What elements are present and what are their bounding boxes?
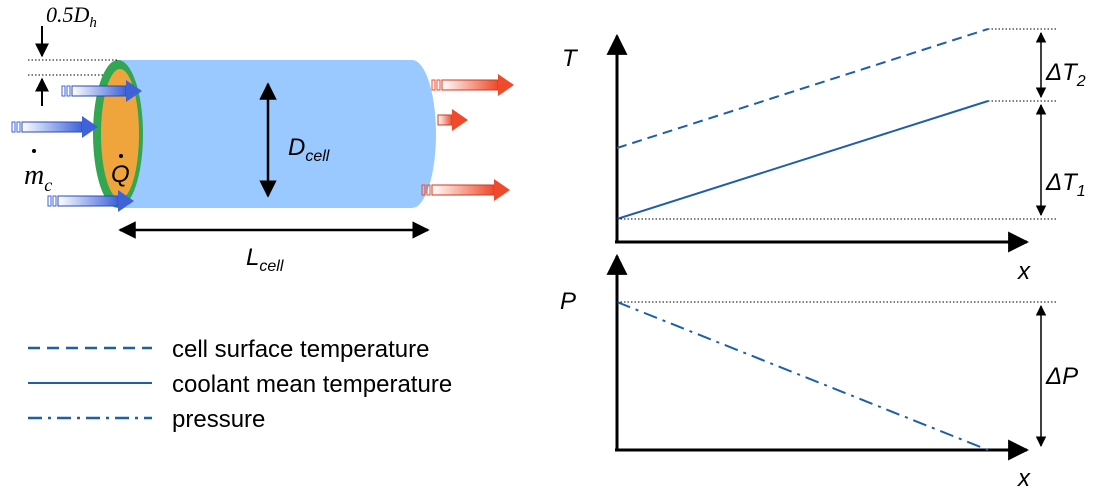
flow-label: mc <box>24 160 52 195</box>
diameter-label: Dcell <box>288 134 330 165</box>
heat-dot <box>119 154 123 158</box>
delta-p-label: ΔP <box>1045 363 1078 390</box>
outlet-arrow <box>431 74 514 96</box>
legend: cell surface temperature coolant mean te… <box>28 336 452 433</box>
legend-label: cell surface temperature <box>172 336 429 363</box>
length-label: Lcell <box>246 244 284 275</box>
heat-label: Q <box>111 161 130 188</box>
delta-t2-label: ΔT2 <box>1045 59 1086 90</box>
p-y-axis-label: P <box>560 288 576 315</box>
pressure-plot: P x ΔP <box>560 253 1078 492</box>
inlet-arrow <box>47 190 134 212</box>
outlet-arrow <box>421 179 510 201</box>
cell-end-core <box>101 69 139 199</box>
surface-temperature-line <box>616 28 989 149</box>
coolant-temperature-line <box>616 100 989 220</box>
inlet-arrow <box>61 80 142 102</box>
legend-label: pressure <box>172 406 265 433</box>
t-y-axis-label: T <box>562 45 579 72</box>
cell-illustration: 0.5Dh Q mc Dcell Lcell <box>11 2 514 275</box>
p-x-axis-label: x <box>1017 465 1031 492</box>
t-x-axis-label: x <box>1017 258 1031 285</box>
flow-dot <box>32 149 36 153</box>
cell-body <box>118 60 436 208</box>
legend-label: coolant mean temperature <box>172 371 452 398</box>
inlet-arrow <box>11 116 98 138</box>
hydraulic-diameter-label: 0.5Dh <box>46 2 97 31</box>
pressure-line <box>616 301 989 451</box>
outlet-arrow <box>437 109 468 131</box>
delta-t1-label: ΔT1 <box>1045 169 1086 200</box>
temperature-plot: T x ΔT2 ΔT1 <box>562 28 1086 285</box>
